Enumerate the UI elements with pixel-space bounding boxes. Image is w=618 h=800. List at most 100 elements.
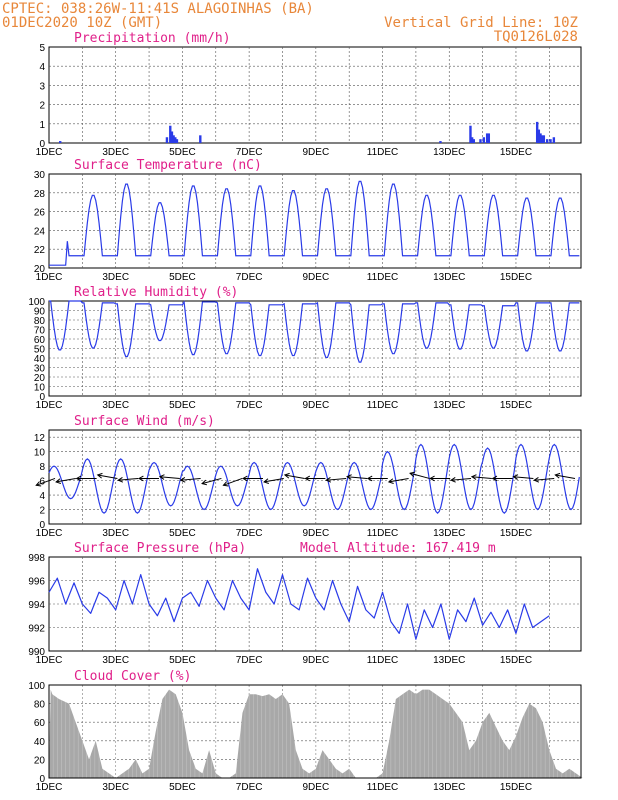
panel-title: Surface Temperature (nC) — [74, 158, 262, 173]
x-tick-label: 7DEC — [236, 147, 263, 158]
wind-vector — [451, 477, 472, 481]
temperature-line — [49, 180, 580, 266]
wind-vector — [264, 477, 284, 483]
wind-speed-line — [48, 443, 580, 515]
y-tick-label: 0 — [39, 774, 45, 785]
header-model-id: TQ0126L028 — [494, 29, 578, 45]
precip-bar — [552, 137, 556, 143]
wind-vector — [326, 477, 347, 481]
x-tick-label: 15DEC — [500, 147, 532, 158]
x-tick-label: 7DEC — [236, 272, 263, 283]
y-tick-label: 0 — [39, 392, 45, 403]
wind-vector — [471, 476, 492, 479]
wind-vector-head — [429, 475, 435, 482]
x-tick-label: 3DEC — [102, 782, 129, 793]
y-tick-label: 30 — [34, 364, 46, 375]
y-tick-label: 28 — [34, 189, 46, 200]
x-tick-label: 11DEC — [367, 782, 399, 793]
wind-vector-head — [201, 479, 208, 486]
panel-title: Precipitation (mm/h) — [74, 31, 231, 46]
wind-vector-head — [137, 475, 144, 482]
precip-bar — [535, 121, 539, 143]
y-tick-label: 4 — [39, 62, 45, 73]
wind-vector — [388, 477, 409, 483]
y-tick-label: 20 — [34, 373, 46, 384]
y-tick-label: 10 — [34, 383, 46, 394]
header-grid-line: Vertical Grid Line: 10Z — [384, 15, 578, 31]
y-tick-label: 100 — [28, 297, 45, 308]
x-tick-label: 9DEC — [302, 147, 329, 158]
x-tick-label: 9DEC — [302, 272, 329, 283]
wind-vector-head — [222, 481, 229, 487]
precip-bar — [539, 133, 542, 143]
pressure-line — [48, 568, 550, 640]
y-tick-label: 50 — [34, 345, 46, 356]
wind-vector-head — [55, 478, 62, 484]
x-tick-label: 1DEC — [36, 528, 63, 539]
precip-bar — [540, 135, 544, 143]
y-tick-label: 992 — [28, 624, 45, 635]
y-tick-label: 996 — [28, 577, 45, 588]
y-tick-label: 60 — [34, 335, 46, 346]
wind-vector — [201, 477, 222, 485]
wind-vector-head — [325, 477, 332, 483]
precip-bar — [537, 129, 541, 143]
x-tick-label: 13DEC — [433, 655, 465, 666]
precip-bar — [472, 139, 475, 143]
wind-vector — [284, 474, 305, 479]
x-tick-label: 1DEC — [36, 147, 63, 158]
precip-bar — [59, 141, 62, 143]
wind-vector-head — [346, 474, 352, 480]
x-tick-label: 5DEC — [169, 272, 196, 283]
x-tick-label: 15DEC — [500, 272, 532, 283]
y-tick-label: 994 — [28, 600, 45, 611]
wind-vector-head — [241, 475, 248, 482]
precip-bar — [199, 135, 202, 143]
wind-vector-head — [35, 481, 42, 487]
x-tick-label: 1DEC — [36, 272, 63, 283]
x-tick-label: 7DEC — [236, 528, 263, 539]
x-tick-label: 13DEC — [433, 782, 465, 793]
panel-title: Surface Wind (m/s) — [74, 414, 215, 429]
wind-vector — [409, 472, 430, 479]
wind-vector — [534, 477, 555, 481]
x-tick-label: 13DEC — [433, 272, 465, 283]
panel-frame — [48, 429, 582, 525]
panel-frame — [48, 46, 582, 144]
wind-vector-head — [387, 478, 394, 484]
y-tick-label: 2 — [39, 506, 45, 517]
panel-4: 990 992 994 996 998 1DEC 3DEC 5DEC 7DEC 9DEC 11DEC… — [28, 541, 582, 666]
y-tick-label: 5 — [39, 43, 45, 54]
humidity-line — [49, 300, 580, 363]
x-tick-label: 5DEC — [169, 147, 196, 158]
x-tick-label: 11DEC — [367, 147, 399, 158]
precip-bar — [542, 135, 546, 143]
y-tick-label: 10 — [34, 448, 46, 459]
wind-vector — [180, 477, 201, 481]
precip-bar — [479, 139, 482, 143]
y-tick-label: 2 — [39, 101, 45, 112]
x-tick-label: 5DEC — [169, 655, 196, 666]
wind-vector-head — [533, 477, 540, 483]
y-tick-label: 80 — [34, 700, 46, 711]
precip-bar — [170, 131, 174, 143]
y-tick-label: 40 — [34, 354, 46, 365]
wind-vector-head — [450, 477, 456, 483]
x-tick-label: 1DEC — [36, 655, 63, 666]
panel-frame-top — [48, 684, 582, 779]
x-tick-label: 9DEC — [302, 400, 329, 411]
precip-bar — [172, 135, 175, 143]
precip-bar — [174, 137, 177, 143]
wind-vector-head — [179, 477, 186, 483]
precip-bar — [545, 139, 549, 143]
wind-vector-head — [158, 474, 165, 480]
x-tick-label: 3DEC — [102, 147, 129, 158]
x-tick-label: 11DEC — [367, 400, 399, 411]
wind-vector-head — [283, 472, 290, 479]
wind-vector — [36, 477, 56, 486]
y-tick-label: 22 — [34, 245, 46, 256]
panel-0: 0 1 2 3 4 5 1DEC 3DEC 5DEC 7DEC 9DEC 11DEC 13DEC 15DE… — [36, 31, 582, 158]
y-tick-label: 30 — [34, 170, 46, 181]
header-location: CPTEC: 038:26W-11:41S ALAGOINHAS (BA) — [2, 1, 314, 17]
